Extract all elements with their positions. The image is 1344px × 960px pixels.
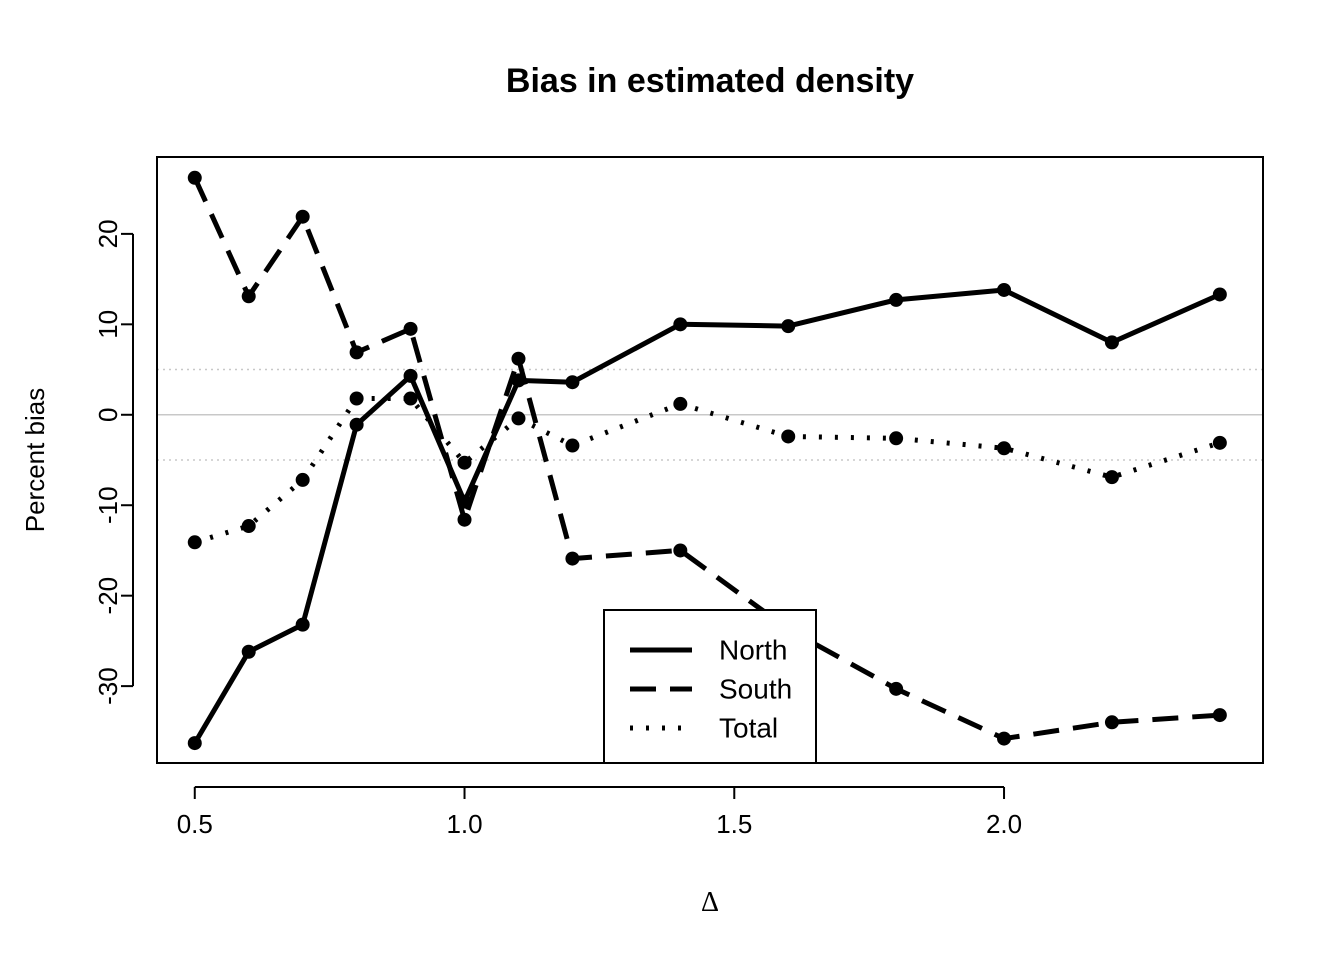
data-point-total — [889, 431, 904, 446]
series-total — [187, 391, 1227, 550]
data-point-total — [295, 472, 310, 487]
series-south — [187, 170, 1227, 746]
data-point-south — [457, 512, 472, 527]
y-tick-label: -30 — [93, 667, 123, 705]
data-point-total — [403, 391, 418, 406]
data-point-south — [187, 170, 202, 185]
data-point-north — [1212, 287, 1227, 302]
x-tick-label: 2.0 — [986, 809, 1022, 839]
data-point-total — [511, 411, 526, 426]
x-tick-label: 1.5 — [716, 809, 752, 839]
y-tick-label: -10 — [93, 486, 123, 524]
data-point-north — [295, 617, 310, 632]
data-point-north — [403, 368, 418, 383]
series-layer — [187, 170, 1227, 751]
data-point-north — [241, 644, 256, 659]
legend: North South Total — [603, 609, 817, 764]
data-point-south — [241, 289, 256, 304]
data-point-south — [997, 731, 1012, 746]
data-point-south — [565, 551, 580, 566]
data-point-south — [403, 321, 418, 336]
data-point-north — [997, 282, 1012, 297]
x-tick-label: 1.0 — [446, 809, 482, 839]
data-point-south — [511, 351, 526, 366]
data-point-south — [889, 681, 904, 696]
legend-label-south: South — [719, 674, 792, 705]
data-point-north — [565, 375, 580, 390]
data-point-south — [1104, 715, 1119, 730]
data-point-total — [565, 438, 580, 453]
data-point-total — [1212, 435, 1227, 450]
y-tick-label: 10 — [93, 310, 123, 339]
x-axis: 0.5 1.0 1.5 2.0 — [177, 786, 1022, 839]
data-point-total — [1104, 470, 1119, 485]
data-point-total — [997, 441, 1012, 456]
x-axis-label: Δ — [701, 887, 719, 918]
y-tick-label: 0 — [93, 408, 123, 422]
y-axis: -30 -20 -10 0 10 20 — [93, 219, 134, 705]
data-point-total — [349, 391, 364, 406]
data-point-north — [349, 417, 364, 432]
data-point-total — [241, 519, 256, 534]
data-point-north — [673, 317, 688, 332]
chart-title: Bias in estimated density — [506, 62, 914, 100]
data-point-south — [295, 209, 310, 224]
data-point-south — [349, 345, 364, 360]
data-point-total — [673, 396, 688, 411]
y-tick-label: -20 — [93, 577, 123, 615]
y-axis-label: Percent bias — [20, 388, 50, 533]
data-point-total — [781, 429, 796, 444]
data-point-south — [673, 543, 688, 558]
y-tick-label: 20 — [93, 219, 123, 248]
series-line-total — [194, 396, 1221, 545]
legend-label-north: North — [719, 635, 787, 666]
data-point-north — [187, 736, 202, 751]
data-point-total — [187, 535, 202, 550]
legend-label-total: Total — [719, 713, 778, 744]
data-point-north — [781, 319, 796, 334]
data-point-north — [1104, 335, 1119, 350]
x-tick-label: 0.5 — [177, 809, 213, 839]
series-line-south — [192, 176, 1220, 742]
data-point-north — [889, 292, 904, 307]
series-line-north — [192, 287, 1221, 745]
data-point-south — [1212, 708, 1227, 723]
data-point-total — [457, 455, 472, 470]
